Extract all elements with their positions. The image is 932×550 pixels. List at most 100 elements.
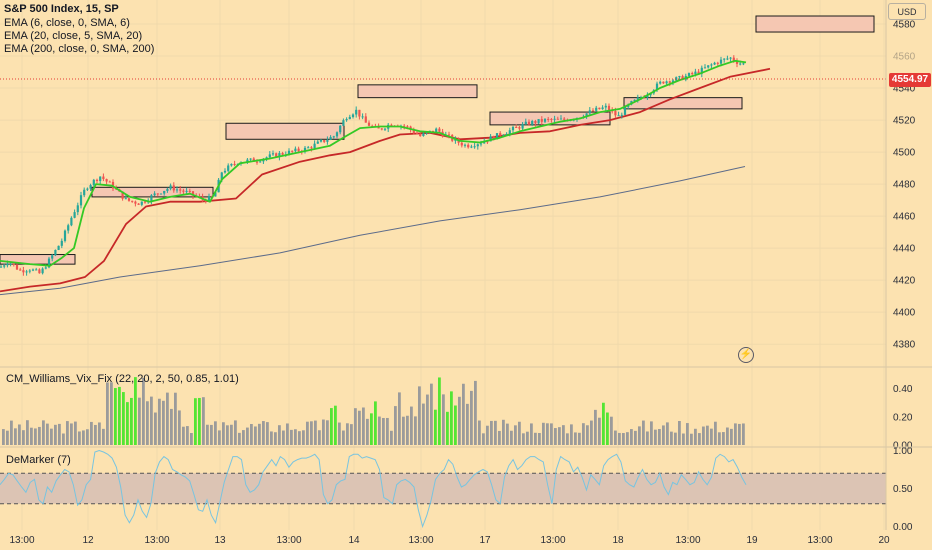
candle-body	[12, 263, 15, 265]
vix-bar	[250, 424, 253, 445]
candle-body	[67, 225, 70, 231]
vix-fix-title[interactable]: CM_Williams_Vix_Fix (22, 20, 2, 50, 0.85…	[6, 373, 239, 385]
candle-body	[665, 81, 668, 84]
vix-bar	[634, 430, 637, 445]
candle-body	[595, 107, 598, 111]
candle-body	[588, 110, 591, 114]
vix-bar	[402, 416, 405, 445]
time-axis[interactable]: 13:00 12 13:00 13 13:00 14 13:00 17 13:00 18 13:00…	[9, 535, 890, 546]
vix-bar	[338, 422, 341, 445]
candle-body	[739, 63, 742, 65]
vix-bar	[30, 427, 33, 445]
currency-button[interactable]: USD	[888, 3, 926, 20]
candle-body	[527, 121, 531, 125]
vix-bar	[262, 421, 265, 445]
time-tick-label: 13:00	[540, 535, 565, 546]
vix-bar	[534, 432, 537, 445]
candle-body	[364, 116, 367, 123]
time-tick-label: 12	[82, 535, 94, 546]
vix-bar	[486, 425, 489, 445]
vix-bar	[58, 423, 61, 445]
vix-bar	[174, 392, 177, 445]
price-tick-label: 4520	[893, 116, 916, 127]
vix-bar	[510, 430, 513, 445]
vix-bar	[702, 426, 705, 445]
vix-bar	[662, 425, 665, 445]
candle-body	[655, 83, 659, 91]
vix-bar	[226, 425, 229, 445]
vix-bar	[386, 417, 389, 445]
vix-bar	[442, 394, 445, 445]
candle-body	[585, 113, 588, 117]
vix-bar	[190, 433, 193, 445]
candle-body	[111, 181, 115, 189]
vix-bar	[738, 423, 741, 445]
candle-body	[188, 190, 191, 192]
vix-bar	[418, 386, 421, 445]
legend-ema6[interactable]: EMA (6, close, 0, SMA, 6)	[4, 17, 130, 29]
vix-bar	[590, 420, 593, 445]
demarker-band	[0, 473, 886, 504]
price-tick-label: 4400	[893, 308, 916, 319]
candle-body	[137, 203, 140, 205]
candle-body	[700, 67, 703, 74]
candle-body	[127, 198, 131, 201]
candle-body	[431, 130, 435, 132]
candle-body	[435, 128, 438, 132]
vix-bar	[670, 431, 673, 445]
vix-bar	[622, 433, 625, 445]
vix-bar	[378, 416, 381, 445]
candle-body	[531, 120, 534, 125]
candle-body	[681, 76, 684, 80]
symbol-title[interactable]: S&P 500 Index, 15, SP	[4, 3, 119, 15]
price-tick-label: 4460	[893, 212, 916, 223]
vix-bar	[354, 408, 357, 445]
time-tick-label: 13:00	[408, 535, 433, 546]
ema-200-line	[0, 166, 746, 296]
time-tick-label: 13:00	[9, 535, 34, 546]
vix-bar	[666, 422, 669, 445]
vix-bar	[538, 432, 541, 445]
candle-body	[291, 150, 294, 152]
vix-bar	[526, 431, 529, 445]
candle-body	[278, 153, 281, 157]
candle-body	[108, 181, 111, 183]
price-axis[interactable]: 4380 4400 4420 4440 4460 4480 4500 4520 4540 4580…	[893, 20, 916, 533]
candle-body	[35, 269, 38, 271]
vix-bar	[706, 425, 709, 445]
candle-body	[406, 126, 409, 128]
candle-body	[83, 189, 86, 196]
candle-body	[505, 133, 508, 136]
lightning-icon[interactable]: ⚡	[738, 347, 754, 363]
vix-bar	[482, 433, 485, 445]
vix-bar	[550, 423, 553, 445]
demarker-panel	[0, 449, 886, 529]
candle-body	[735, 60, 739, 64]
vix-bar	[54, 424, 57, 445]
candle-body	[499, 133, 502, 136]
candle-body	[521, 124, 524, 129]
candle-body	[70, 217, 73, 226]
candle-body	[623, 106, 627, 115]
vix-bar	[230, 424, 233, 445]
vix-bar	[182, 426, 185, 445]
candle-body	[230, 163, 233, 166]
vix-bar	[286, 423, 289, 445]
candle-body	[140, 201, 143, 205]
candle-body	[169, 185, 172, 189]
legend-ema20[interactable]: EMA (20, close, 5, SMA, 20)	[4, 30, 142, 42]
candle-body	[495, 133, 499, 140]
candle-body	[316, 141, 319, 144]
vix-bar	[674, 432, 677, 445]
legend-ema200[interactable]: EMA (200, close, 0, SMA, 200)	[4, 43, 154, 55]
candle-body	[345, 119, 348, 121]
candle-body	[233, 163, 236, 165]
vix-bar	[126, 402, 129, 445]
candle-body	[73, 212, 76, 218]
vix-bar	[470, 390, 473, 445]
candle-body	[326, 139, 329, 142]
demarker-title[interactable]: DeMarker (7)	[6, 454, 71, 466]
candle-body	[265, 157, 268, 159]
candle-body	[92, 179, 95, 186]
